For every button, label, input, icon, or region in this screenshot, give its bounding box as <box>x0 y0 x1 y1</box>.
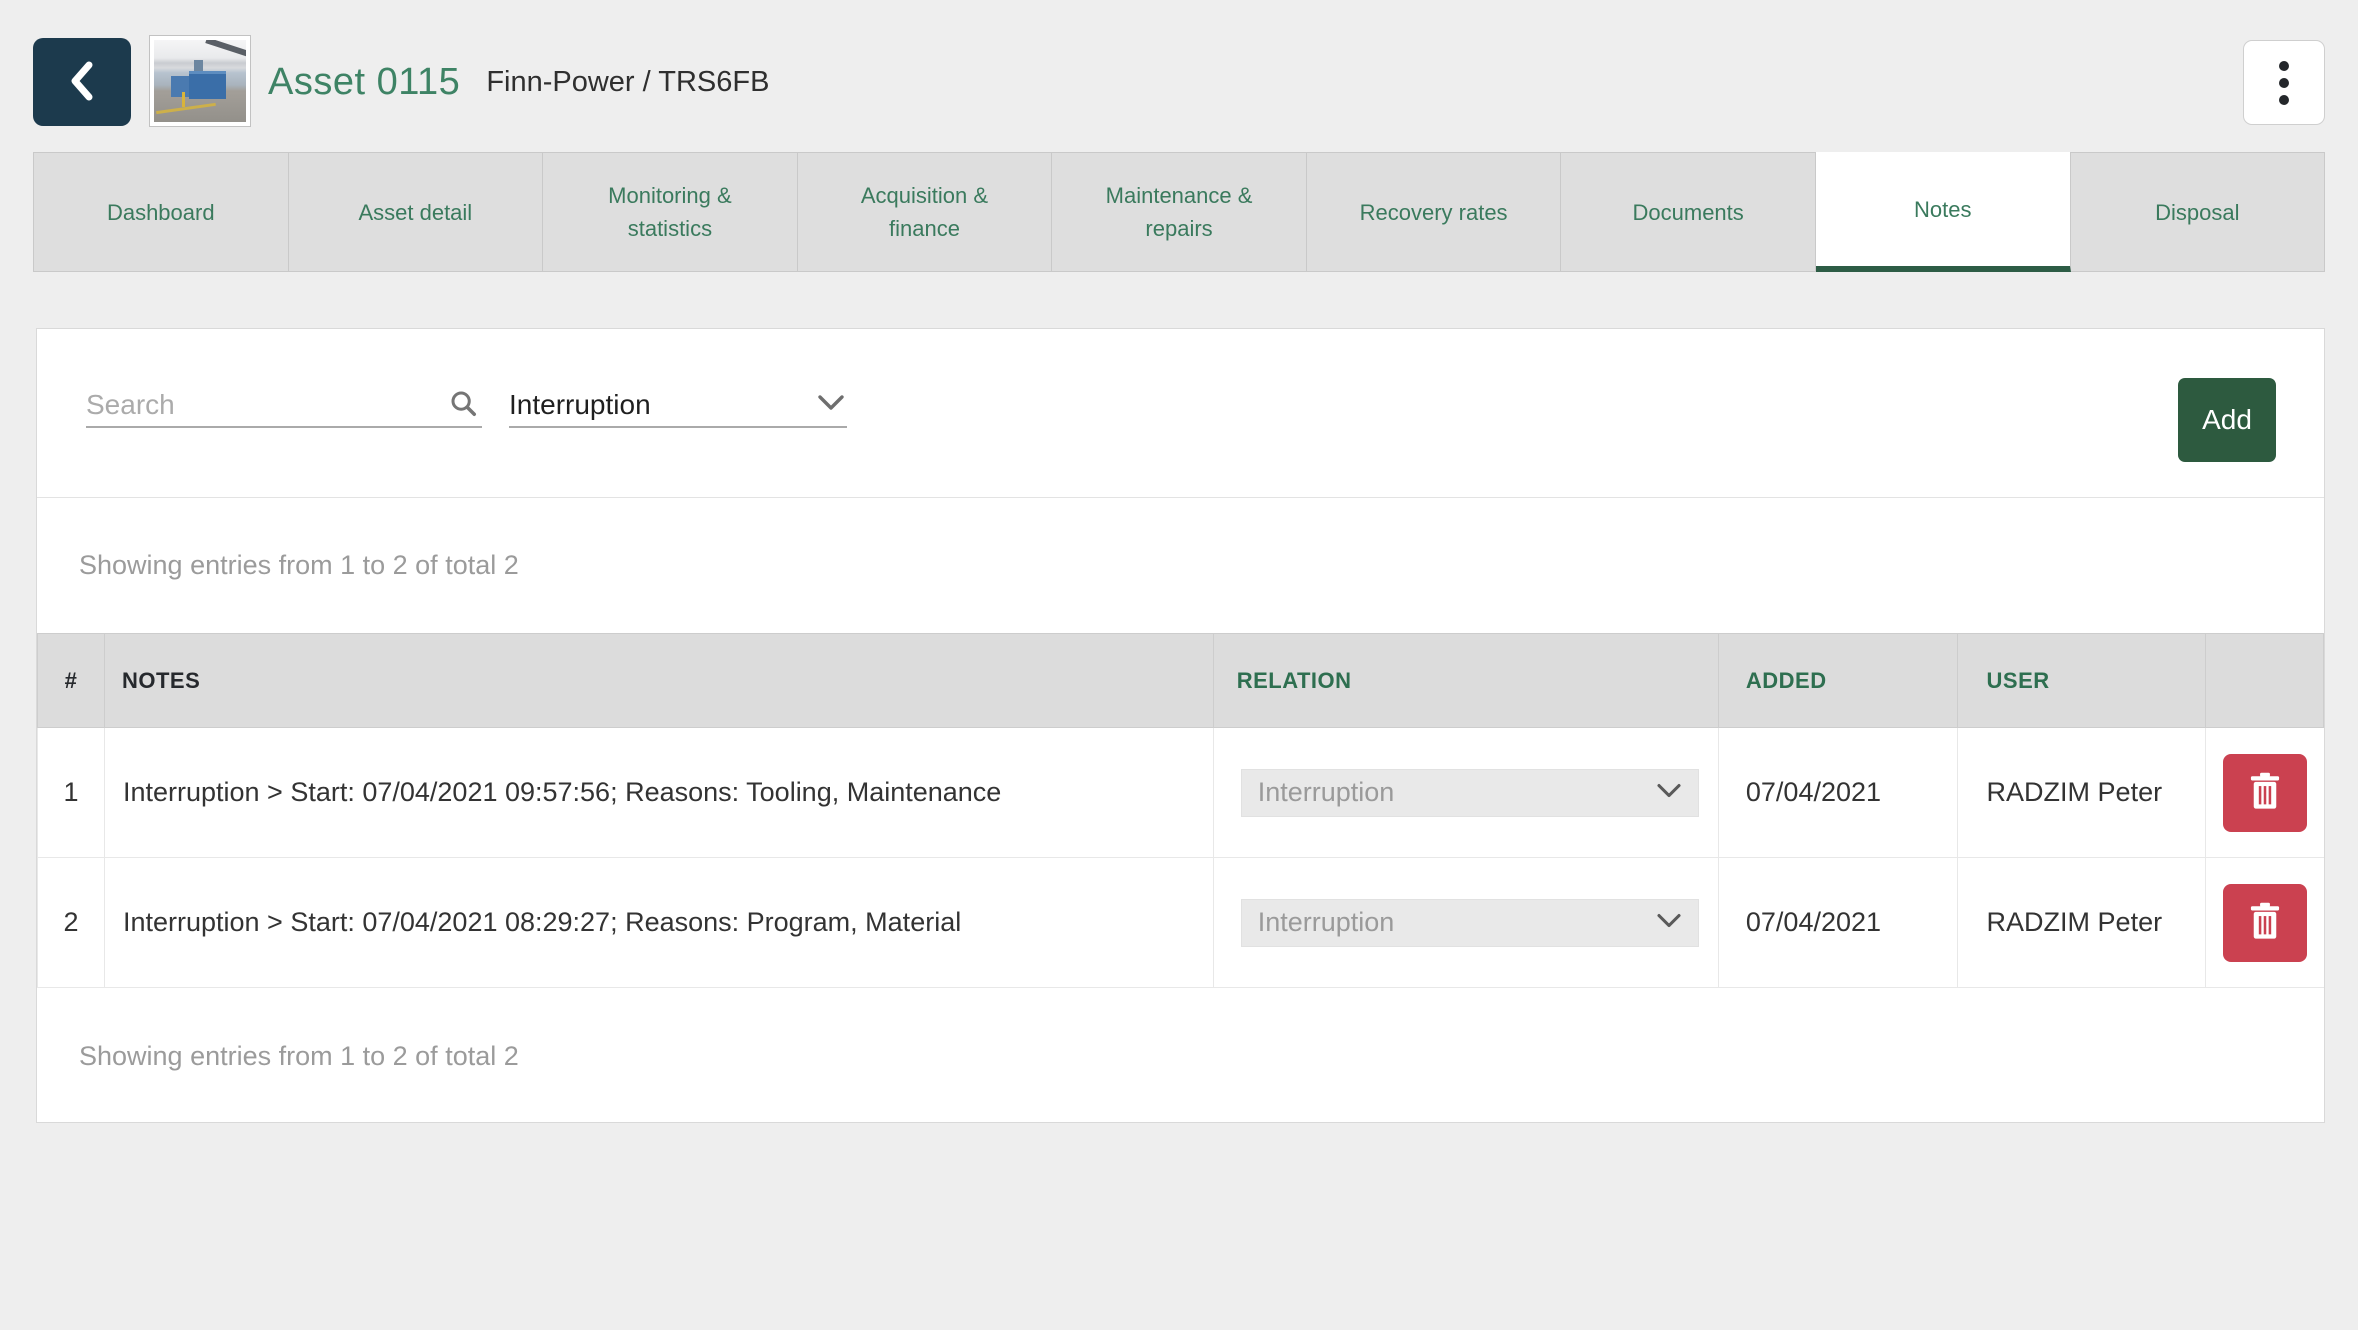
delete-note-button[interactable] <box>2222 883 2307 962</box>
row-relation-value: Interruption <box>1257 777 1395 807</box>
trash-icon <box>2248 772 2282 813</box>
tab-dashboard[interactable]: Dashboard <box>34 153 289 271</box>
table-row: 1 Interruption > Start: 07/04/2021 09:57… <box>37 727 2324 858</box>
tab-notes[interactable]: Notes <box>1815 152 2071 272</box>
notes-toolbar: Interruption Add <box>37 329 2324 498</box>
user-name: RADZIM Peter <box>1957 857 2207 988</box>
column-header-index: # <box>37 633 105 728</box>
column-header-relation: RELATION <box>1212 633 1719 728</box>
relation-filter-value: Interruption <box>509 389 651 420</box>
relation-filter-select[interactable]: Interruption <box>509 384 847 428</box>
more-options-button[interactable] <box>2243 40 2325 125</box>
tab-acquisition-finance[interactable]: Acquisition & finance <box>797 153 1053 271</box>
search-field <box>86 384 482 428</box>
search-input[interactable] <box>86 389 448 421</box>
kebab-menu-icon <box>2279 60 2289 105</box>
asset-thumbnail <box>149 35 251 127</box>
user-name: RADZIM Peter <box>1957 727 2207 858</box>
page-title: Asset 0115 <box>268 60 461 103</box>
tab-recovery-rates[interactable]: Recovery rates <box>1306 153 1562 271</box>
delete-note-button[interactable] <box>2222 753 2307 832</box>
row-relation-value: Interruption <box>1257 907 1395 937</box>
row-index: 1 <box>37 727 105 858</box>
column-header-added: ADDED <box>1717 633 1958 728</box>
tab-asset-detail[interactable]: Asset detail <box>288 153 544 271</box>
back-button[interactable] <box>33 38 131 126</box>
tab-bar: Dashboard Asset detail Monitoring & stat… <box>33 152 2325 272</box>
entries-summary-top: Showing entries from 1 to 2 of total 2 <box>79 550 519 580</box>
row-index: 2 <box>37 857 105 988</box>
tab-documents[interactable]: Documents <box>1561 153 1816 271</box>
added-date: 07/04/2021 <box>1718 857 1958 988</box>
column-header-notes: NOTES <box>103 633 1214 728</box>
entries-summary-bottom: Showing entries from 1 to 2 of total 2 <box>79 1041 519 1071</box>
table-header-row: # NOTES RELATION ADDED USER <box>37 633 2324 728</box>
chevron-down-icon <box>815 392 847 419</box>
table-row: 2 Interruption > Start: 07/04/2021 08:29… <box>37 857 2324 988</box>
row-relation-select[interactable]: Interruption <box>1240 898 1699 947</box>
notes-panel: Interruption Add Showing entries from 1 … <box>36 328 2325 1123</box>
note-text: Interruption > Start: 07/04/2021 09:57:5… <box>104 727 1214 858</box>
asset-make-model: Finn-Power / TRS6FB <box>486 65 770 98</box>
tab-maintenance-repairs[interactable]: Maintenance & repairs <box>1052 153 1307 271</box>
trash-icon <box>2248 902 2282 943</box>
note-text: Interruption > Start: 07/04/2021 08:29:2… <box>104 857 1214 988</box>
search-icon <box>448 388 482 423</box>
chevron-down-icon <box>1654 907 1684 938</box>
tab-monitoring-statistics[interactable]: Monitoring & statistics <box>543 153 798 271</box>
add-note-button[interactable]: Add <box>2178 378 2276 462</box>
column-header-user: USER <box>1956 633 2207 728</box>
row-relation-select[interactable]: Interruption <box>1240 768 1699 817</box>
asset-photo <box>154 40 246 122</box>
column-header-actions <box>2205 633 2324 728</box>
chevron-down-icon <box>1654 777 1684 808</box>
added-date: 07/04/2021 <box>1718 727 1958 858</box>
chevron-left-icon <box>65 59 99 106</box>
tab-disposal[interactable]: Disposal <box>2070 153 2325 271</box>
notes-table: # NOTES RELATION ADDED USER 1 Interrupti… <box>37 633 2324 988</box>
page-header: Asset 0115 Finn-Power / TRS6FB <box>268 38 769 126</box>
